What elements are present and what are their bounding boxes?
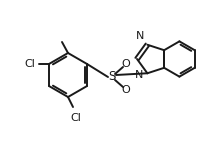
Text: Cl: Cl bbox=[70, 113, 81, 123]
Text: Cl: Cl bbox=[24, 59, 35, 69]
Text: S: S bbox=[108, 70, 115, 84]
Text: O: O bbox=[121, 85, 130, 95]
Text: O: O bbox=[121, 59, 130, 69]
Text: N: N bbox=[135, 31, 144, 41]
Text: N: N bbox=[134, 70, 143, 80]
